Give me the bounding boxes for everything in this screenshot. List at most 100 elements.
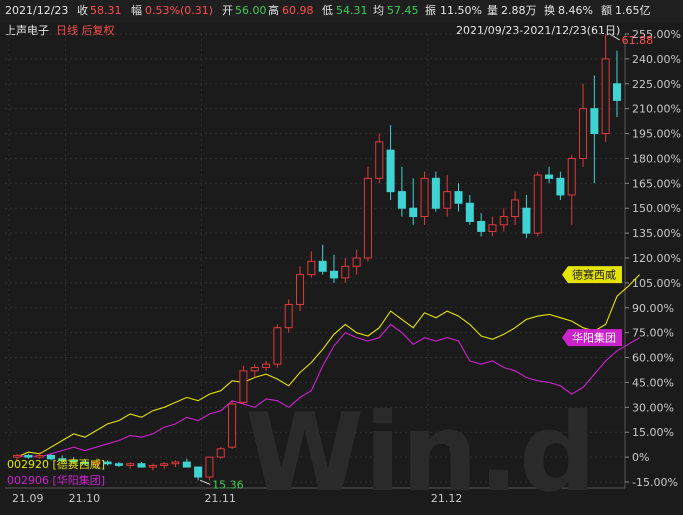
candle-body xyxy=(80,461,89,465)
candle-body xyxy=(318,260,327,272)
x-tick-label: 21.12 xyxy=(431,492,463,505)
candle-body xyxy=(499,216,508,226)
candle-body xyxy=(590,108,599,135)
candle-body xyxy=(24,454,33,458)
y-tick-label: -15.00% xyxy=(632,476,678,489)
y-tick-label: 105.00% xyxy=(632,277,681,290)
series1-tag: 德赛西威 xyxy=(572,268,616,282)
min-label: 15.36 xyxy=(212,478,244,491)
avg-value: 57.45 xyxy=(387,4,419,17)
open-value: 56.00 xyxy=(235,4,267,17)
y-tick-label: 15.00% xyxy=(632,426,674,439)
y-tick-label: 45.00% xyxy=(632,376,674,389)
candle-body xyxy=(273,327,282,365)
candle-body xyxy=(612,83,622,101)
open-label: 开 xyxy=(222,4,233,17)
change-value: 0.53%(0.31) xyxy=(145,4,214,17)
candle-body xyxy=(386,149,395,193)
watermark: Win.d xyxy=(245,391,596,515)
candle-body xyxy=(329,270,338,279)
volume-label: 量 xyxy=(487,4,498,17)
y-tick-label: 0% xyxy=(632,451,649,464)
candle-body xyxy=(511,199,520,218)
candle-body xyxy=(454,191,463,204)
candle-body xyxy=(58,458,67,461)
candle-body xyxy=(92,461,101,465)
y-tick-label: 180.00% xyxy=(632,152,681,165)
candle-body xyxy=(35,454,44,458)
legend-series1[interactable]: 002920 [德赛西威] xyxy=(7,458,106,471)
candle-body xyxy=(205,456,214,478)
candle-body xyxy=(103,461,112,465)
candlesticks xyxy=(12,34,622,481)
candle-body xyxy=(239,370,248,403)
high-label: 高 xyxy=(268,4,279,17)
candle-body xyxy=(114,463,123,466)
candle-body xyxy=(341,265,350,279)
y-tick-label: 150.00% xyxy=(632,202,681,215)
y-tick-label: 210.00% xyxy=(632,103,681,116)
max-pointer xyxy=(609,33,620,41)
candle-body xyxy=(216,448,225,458)
candle-body xyxy=(12,454,22,458)
candle-body xyxy=(375,141,384,179)
series-line-2 xyxy=(16,323,640,458)
turnover-value: 8.46% xyxy=(558,4,593,17)
candle-body xyxy=(465,202,474,222)
y-tick-label: 30.00% xyxy=(632,401,674,414)
candle-body xyxy=(579,108,588,159)
close-label: 收 xyxy=(77,4,88,17)
turnover-label: 换 xyxy=(544,4,555,17)
candle-body xyxy=(284,303,293,329)
amount-value: 1.65亿 xyxy=(615,4,651,17)
y-tick-label: 75.00% xyxy=(632,327,674,340)
candle-body xyxy=(262,363,271,369)
candle-body xyxy=(420,177,429,218)
volume-value: 2.88万 xyxy=(501,4,537,17)
quote-header: 2021/12/23 收 58.31 幅 0.53%(0.31) 开 56.00… xyxy=(0,0,683,22)
y-tick-label: 90.00% xyxy=(632,302,674,315)
candle-body xyxy=(443,191,452,209)
y-tick-label: 225.00% xyxy=(632,78,681,91)
candle-body xyxy=(194,466,203,478)
min-pointer xyxy=(199,479,211,485)
candle-body xyxy=(352,257,361,267)
series1-tag-box xyxy=(562,266,622,284)
date-range: 2021/09/23-2021/12/23(61日) xyxy=(456,24,621,37)
series2-tag-box xyxy=(562,329,622,347)
candle-body xyxy=(307,260,316,276)
high-value: 60.98 xyxy=(282,4,314,17)
candle-body xyxy=(46,454,55,460)
candle-body xyxy=(567,157,576,196)
candle-body xyxy=(296,274,305,305)
candle-body xyxy=(397,191,406,209)
candle-body xyxy=(556,177,565,196)
y-tick-label: 60.00% xyxy=(632,352,674,365)
low-value: 54.31 xyxy=(336,4,368,17)
change-label: 幅 xyxy=(131,4,142,17)
x-axis: 21.09 21.10 21.11 21.12 xyxy=(12,492,462,505)
candle-body xyxy=(126,463,135,466)
max-label: 61.88 xyxy=(622,34,654,47)
y-tick-label: 120.00% xyxy=(632,252,681,265)
y-tick-label: 165.00% xyxy=(632,177,681,190)
x-tick-label: 21.09 xyxy=(12,492,44,505)
candle-body xyxy=(431,177,440,209)
x-tick-label: 21.10 xyxy=(69,492,101,505)
y-tick-label: 240.00% xyxy=(632,53,681,66)
amplitude-label: 振 xyxy=(425,4,436,17)
comparison-lines xyxy=(16,274,640,458)
candle-body xyxy=(69,459,78,463)
legend-series2[interactable]: 002906 [华阳集团] xyxy=(7,474,106,487)
candle-body xyxy=(477,220,486,232)
candle-body xyxy=(160,463,169,466)
low-label: 低 xyxy=(322,4,333,17)
avg-label: 均 xyxy=(373,4,384,17)
series2-tag: 华阳集团 xyxy=(572,331,616,345)
candle-body xyxy=(545,174,554,179)
y-tick-label: 255.00% xyxy=(632,28,681,41)
candle-body xyxy=(533,174,542,234)
